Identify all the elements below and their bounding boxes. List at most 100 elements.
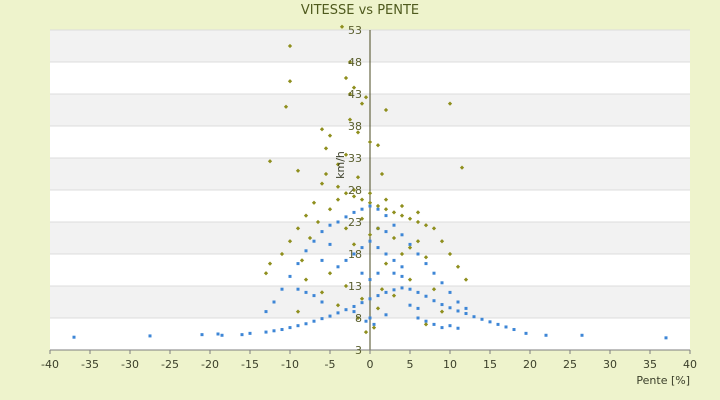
data-point-series-1 bbox=[480, 317, 484, 321]
data-point-series-2 bbox=[399, 213, 405, 218]
data-point-series-1 bbox=[424, 262, 428, 266]
data-point-series-2 bbox=[383, 197, 389, 202]
x-tick-label: 30 bbox=[603, 358, 617, 371]
data-point-series-2 bbox=[367, 191, 373, 196]
data-point-series-1 bbox=[512, 328, 516, 332]
data-point-series-2 bbox=[355, 315, 361, 321]
data-point-series-2 bbox=[367, 200, 373, 205]
data-point-series-1 bbox=[288, 326, 292, 330]
data-point-series-2 bbox=[263, 271, 269, 276]
data-point-series-2 bbox=[335, 184, 341, 189]
data-point-series-1 bbox=[524, 331, 528, 335]
data-point-series-2 bbox=[439, 239, 445, 244]
data-point-series-2 bbox=[327, 133, 333, 138]
data-point-series-1 bbox=[392, 223, 396, 227]
y-tick-label: 33 bbox=[348, 152, 362, 165]
data-point-series-2 bbox=[355, 175, 361, 180]
data-point-series-1 bbox=[288, 274, 292, 278]
data-point-series-2 bbox=[355, 130, 361, 135]
data-point-series-2 bbox=[439, 309, 445, 314]
data-point-series-2 bbox=[303, 277, 309, 282]
data-point-series-2 bbox=[391, 235, 397, 241]
data-point-series-1 bbox=[272, 300, 276, 304]
x-tick-label: -10 bbox=[281, 358, 299, 371]
data-point-series-2 bbox=[367, 139, 373, 145]
x-tick-label: -40 bbox=[41, 358, 59, 371]
data-point-series-2 bbox=[299, 258, 305, 263]
data-point-series-1 bbox=[328, 314, 332, 318]
data-point-series-2 bbox=[431, 226, 437, 231]
data-point-series-1 bbox=[408, 242, 412, 246]
data-point-series-1 bbox=[440, 303, 444, 307]
chart-title: VITESSE vs PENTE bbox=[301, 3, 419, 18]
data-point-series-1 bbox=[328, 242, 332, 246]
x-tick-label: 35 bbox=[643, 358, 657, 371]
data-point-series-1 bbox=[392, 271, 396, 275]
data-point-series-2 bbox=[335, 197, 341, 202]
data-point-series-2 bbox=[267, 159, 273, 164]
data-point-series-1 bbox=[472, 315, 476, 319]
data-point-series-1 bbox=[376, 246, 380, 250]
data-point-series-1 bbox=[360, 246, 364, 250]
x-tick-label: 0 bbox=[367, 358, 374, 371]
data-point-series-1 bbox=[464, 306, 468, 310]
data-point-series-1 bbox=[544, 333, 548, 337]
data-point-series-1 bbox=[272, 329, 276, 333]
data-point-series-2 bbox=[319, 181, 325, 186]
y-tick-label: 38 bbox=[348, 120, 362, 133]
data-point-series-2 bbox=[343, 152, 349, 157]
data-point-series-2 bbox=[399, 203, 405, 209]
data-point-series-2 bbox=[295, 226, 301, 231]
data-point-series-1 bbox=[304, 249, 308, 253]
data-point-series-1 bbox=[368, 316, 372, 320]
x-tick-label: -20 bbox=[201, 358, 219, 371]
data-point-series-1 bbox=[400, 286, 404, 290]
data-point-series-2 bbox=[279, 251, 285, 257]
data-point-series-1 bbox=[344, 215, 348, 219]
data-point-series-1 bbox=[376, 294, 380, 298]
data-point-series-1 bbox=[424, 294, 428, 298]
data-point-series-2 bbox=[423, 255, 429, 260]
data-point-series-2 bbox=[375, 226, 381, 231]
data-point-series-1 bbox=[456, 300, 460, 304]
data-point-series-2 bbox=[375, 203, 381, 209]
data-point-series-1 bbox=[220, 333, 224, 337]
data-point-series-2 bbox=[327, 271, 333, 276]
data-point-series-1 bbox=[368, 297, 372, 301]
data-point-series-2 bbox=[367, 232, 373, 237]
data-point-series-2 bbox=[375, 306, 381, 311]
data-point-series-2 bbox=[343, 226, 349, 231]
data-point-series-1 bbox=[384, 230, 388, 234]
data-point-series-1 bbox=[400, 274, 404, 278]
data-point-series-1 bbox=[264, 310, 268, 314]
data-point-series-2 bbox=[323, 146, 329, 151]
data-point-series-1 bbox=[416, 290, 420, 294]
data-point-series-2 bbox=[339, 24, 345, 29]
data-point-series-2 bbox=[383, 261, 389, 266]
x-tick-label: 40 bbox=[683, 358, 697, 371]
data-point-series-1 bbox=[240, 333, 244, 337]
x-tick-label: 25 bbox=[563, 358, 577, 371]
data-point-series-2 bbox=[459, 165, 465, 170]
data-point-series-1 bbox=[448, 306, 452, 310]
data-point-series-1 bbox=[296, 324, 300, 328]
data-point-series-2 bbox=[383, 207, 389, 212]
data-point-series-1 bbox=[384, 214, 388, 218]
data-point-series-1 bbox=[376, 207, 380, 211]
data-point-series-2 bbox=[423, 322, 429, 327]
data-point-series-2 bbox=[407, 245, 413, 250]
data-point-series-1 bbox=[392, 258, 396, 262]
data-point-series-2 bbox=[431, 287, 437, 292]
y-axis-label: km/h bbox=[334, 151, 347, 179]
data-point-series-1 bbox=[416, 252, 420, 256]
data-point-series-1 bbox=[464, 312, 468, 316]
data-point-series-1 bbox=[312, 319, 316, 323]
y-tick-label: 53 bbox=[348, 24, 362, 37]
data-point-series-1 bbox=[440, 326, 444, 330]
data-point-series-2 bbox=[319, 127, 325, 132]
data-point-series-1 bbox=[320, 258, 324, 262]
data-point-series-1 bbox=[336, 311, 340, 315]
data-point-series-2 bbox=[295, 309, 301, 314]
data-point-series-1 bbox=[392, 288, 396, 292]
data-point-series-1 bbox=[336, 220, 340, 224]
